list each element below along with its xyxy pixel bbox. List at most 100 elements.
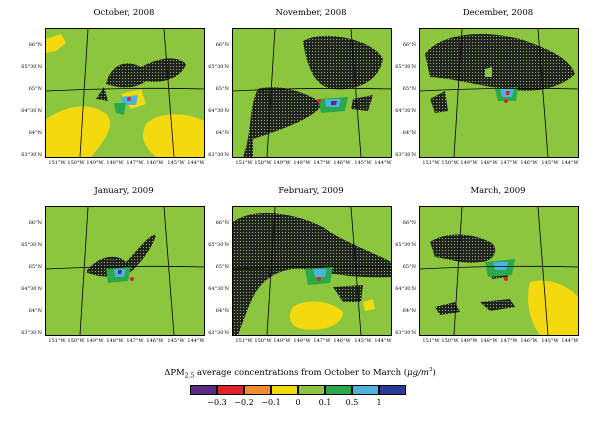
longitude-tick-label: 148°W bbox=[106, 338, 124, 344]
latitude-tick-label: 65°N bbox=[215, 264, 229, 270]
high-concentration-region bbox=[243, 87, 323, 157]
latitude-tick-label: 64°30′N bbox=[21, 108, 42, 114]
concentration-region bbox=[485, 67, 492, 77]
latitude-tick-label: 64°N bbox=[28, 308, 42, 314]
map-svg bbox=[233, 29, 391, 157]
longitude-tick-label: 148°W bbox=[293, 338, 311, 344]
latitude-tick-label: 64°N bbox=[215, 308, 229, 314]
latitude-tick-label: 66°N bbox=[215, 42, 229, 48]
latitude-tick-label: 66°N bbox=[402, 42, 416, 48]
panel-title: November, 2008 bbox=[275, 8, 347, 18]
concentration-region bbox=[506, 91, 510, 95]
longitude-line bbox=[537, 207, 549, 335]
latitude-tick-label: 65°N bbox=[215, 86, 229, 92]
city-marker bbox=[317, 277, 321, 281]
colorbar-segment bbox=[352, 385, 379, 395]
longitude-tick-label: 150°W bbox=[254, 338, 272, 344]
longitude-tick-label: 147°W bbox=[500, 338, 518, 344]
colorbar-tick-label: −0.2 bbox=[234, 398, 254, 407]
longitude-tick-label: 145°W bbox=[167, 338, 185, 344]
latitude-tick-label: 65°N bbox=[402, 264, 416, 270]
latitude-tick-label: 63°30′N bbox=[395, 152, 416, 158]
longitude-line bbox=[79, 207, 89, 335]
colorbar-segment bbox=[244, 385, 271, 395]
longitude-tick-label: 149°W bbox=[86, 160, 104, 166]
longitude-tick-label: 146°W bbox=[333, 160, 351, 166]
colorbar-tick-label: 0 bbox=[295, 398, 301, 407]
latitude-line bbox=[420, 87, 578, 92]
longitude-line bbox=[453, 207, 463, 335]
longitude-tick-label: 145°W bbox=[354, 160, 372, 166]
map-area bbox=[419, 206, 579, 336]
high-concentration-region bbox=[425, 34, 575, 91]
latitude-tick-label: 65°30′N bbox=[21, 64, 42, 70]
high-concentration-region bbox=[303, 35, 383, 90]
panel-title: February, 2009 bbox=[278, 186, 344, 196]
longitude-tick-label: 150°W bbox=[254, 160, 272, 166]
longitude-line bbox=[350, 29, 362, 157]
concentration-region bbox=[290, 301, 343, 330]
longitude-tick-label: 147°W bbox=[126, 338, 144, 344]
longitude-tick-label: 151°W bbox=[422, 160, 440, 166]
map-area bbox=[45, 28, 205, 158]
latitude-tick-label: 64°30′N bbox=[395, 286, 416, 292]
colorbar-tick-label: 1 bbox=[376, 398, 382, 407]
concentration-region bbox=[114, 103, 126, 115]
longitude-tick-label: 151°W bbox=[422, 338, 440, 344]
longitude-tick-label: 147°W bbox=[313, 338, 331, 344]
high-concentration-region bbox=[106, 58, 186, 88]
colorbar-tick-label: −0.1 bbox=[261, 398, 281, 407]
concentration-region bbox=[493, 262, 508, 270]
colorbar-segment bbox=[379, 385, 406, 395]
colorbar-tick-label: 0.5 bbox=[345, 398, 359, 407]
latitude-tick-label: 64°30′N bbox=[208, 108, 229, 114]
high-concentration-region bbox=[435, 302, 460, 315]
colorbar-segment bbox=[217, 385, 244, 395]
longitude-tick-label: 149°W bbox=[273, 160, 291, 166]
longitude-tick-label: 151°W bbox=[48, 160, 66, 166]
longitude-tick-label: 144°W bbox=[561, 160, 579, 166]
latitude-tick-label: 65°N bbox=[28, 86, 42, 92]
longitude-tick-label: 151°W bbox=[235, 160, 253, 166]
latitude-tick-label: 64°30′N bbox=[21, 286, 42, 292]
latitude-tick-label: 63°30′N bbox=[208, 330, 229, 336]
concentration-region bbox=[118, 270, 122, 274]
longitude-line bbox=[453, 29, 463, 157]
latitude-tick-label: 65°30′N bbox=[395, 64, 416, 70]
map-svg bbox=[233, 207, 391, 335]
latitude-tick-label: 64°N bbox=[402, 130, 416, 136]
concentration-region bbox=[363, 299, 375, 311]
longitude-tick-label: 144°W bbox=[374, 160, 392, 166]
high-concentration-region bbox=[430, 91, 448, 113]
panel-title: October, 2008 bbox=[93, 8, 155, 18]
longitude-tick-label: 147°W bbox=[500, 160, 518, 166]
latitude-tick-label: 66°N bbox=[215, 220, 229, 226]
map-area bbox=[419, 28, 579, 158]
longitude-line bbox=[266, 29, 276, 157]
colorbar-title: ΔPM2.5 average concentrations from Octob… bbox=[164, 367, 436, 380]
longitude-tick-label: 149°W bbox=[86, 338, 104, 344]
colorbar-tick-label: 0.1 bbox=[318, 398, 332, 407]
longitude-line bbox=[350, 207, 362, 335]
map-area bbox=[45, 206, 205, 336]
latitude-line bbox=[46, 265, 204, 270]
city-marker bbox=[130, 277, 134, 281]
longitude-tick-label: 146°W bbox=[333, 338, 351, 344]
colorbar-segment bbox=[271, 385, 298, 395]
map-area bbox=[232, 28, 392, 158]
longitude-line bbox=[163, 29, 175, 157]
concentration-region bbox=[46, 34, 66, 53]
panel-title: March, 2009 bbox=[470, 186, 526, 196]
longitude-tick-label: 148°W bbox=[106, 160, 124, 166]
longitude-tick-label: 150°W bbox=[441, 338, 459, 344]
longitude-line bbox=[79, 29, 89, 157]
city-marker bbox=[317, 99, 321, 103]
longitude-tick-label: 147°W bbox=[126, 160, 144, 166]
longitude-tick-label: 147°W bbox=[313, 160, 331, 166]
longitude-tick-label: 150°W bbox=[67, 338, 85, 344]
latitude-tick-label: 63°30′N bbox=[395, 330, 416, 336]
city-marker bbox=[504, 99, 508, 103]
latitude-tick-label: 63°30′N bbox=[21, 152, 42, 158]
longitude-tick-label: 150°W bbox=[67, 160, 85, 166]
map-area bbox=[232, 206, 392, 336]
